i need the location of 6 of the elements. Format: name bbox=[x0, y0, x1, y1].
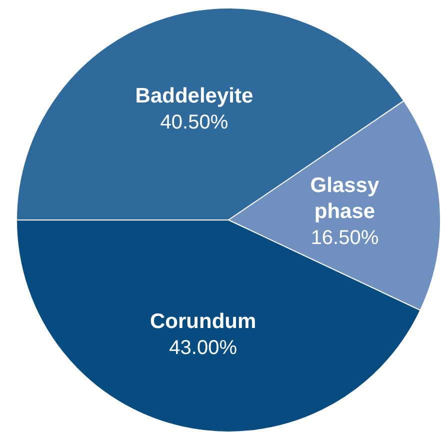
data-label: 16.50% bbox=[310, 226, 379, 249]
slice-label: Baddeleyite bbox=[135, 84, 254, 108]
slice-label: Corundum bbox=[150, 310, 256, 333]
data-label: 43.00% bbox=[169, 336, 238, 359]
slice-label: Glassy phase bbox=[310, 174, 380, 223]
data-label: 40.50% bbox=[160, 112, 228, 134]
